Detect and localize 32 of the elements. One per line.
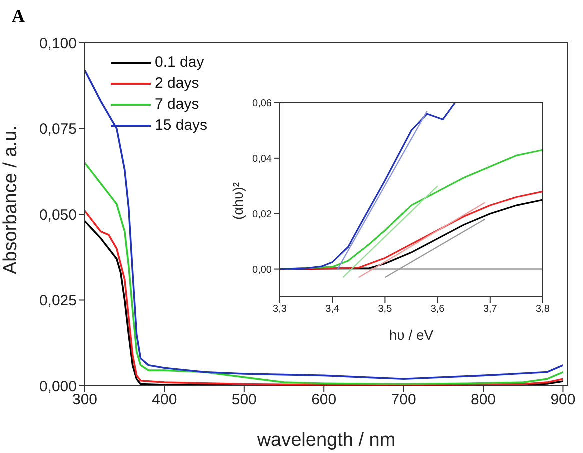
text: A — [12, 6, 25, 27]
x-tick-label: 3,8 — [536, 304, 550, 316]
y-axis-title: (αhυ)² — [230, 182, 246, 220]
x-tick-label: 700 — [391, 392, 416, 409]
y-tick-label: 0,02 — [252, 209, 272, 220]
x-tick-label: 600 — [312, 392, 337, 409]
x-tick-label: 3,7 — [483, 304, 498, 316]
y-tick-label: 0,050 — [39, 206, 77, 224]
y-tick-label: 0,00 — [252, 264, 272, 276]
line-series — [85, 162, 564, 386]
x-tick-label: 800 — [471, 392, 496, 409]
x-axis-title: hυ / eV — [389, 327, 434, 343]
y-tick-label: 0,100 — [39, 35, 77, 52]
x-tick-label: 3,6 — [430, 304, 446, 316]
x-tick-label: 3,3 — [273, 304, 288, 316]
y-tick-label: 0,06 — [252, 98, 272, 110]
x-axis-title: wavelength / nm — [256, 430, 396, 451]
legend-label: 0.1 day — [155, 53, 204, 73]
y-tick-label: 0,025 — [39, 292, 77, 310]
x-tick-label: 3,4 — [326, 304, 340, 316]
line-series — [280, 103, 456, 270]
x-tick-label: 400 — [152, 392, 178, 409]
legend-label: 15 days — [155, 116, 208, 136]
y-tick-label: 0,075 — [39, 121, 77, 138]
legend-label: 7 days — [155, 95, 200, 115]
x-tick-label: 3,5 — [378, 304, 393, 316]
x-tick-label: 500 — [232, 392, 257, 409]
line-series — [85, 70, 564, 380]
y-axis-title: Absorbance / a.u. — [0, 126, 22, 274]
x-tick-label: 900 — [550, 392, 576, 409]
legend-label: 2 days — [155, 74, 200, 94]
y-tick-label: 0,04 — [252, 154, 272, 165]
